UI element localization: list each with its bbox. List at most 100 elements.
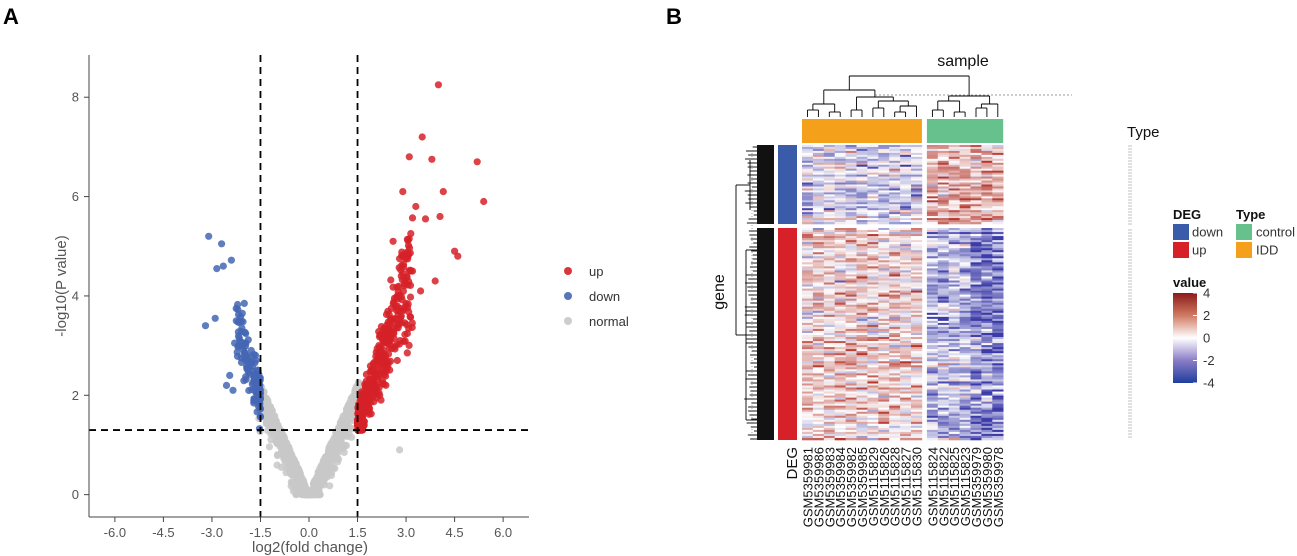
heatmap-cell [823,292,835,295]
heatmap-cell [867,246,879,249]
heatmap-cell [937,206,949,209]
heatmap-cell [823,184,835,187]
heatmap-cell [970,290,982,293]
heatmap-cell [926,292,939,295]
heatmap-cell [911,345,923,348]
heatmap-cell [812,359,825,362]
heatmap-cell [937,196,949,199]
heatmap-cell [911,335,923,338]
heatmap-cell [878,355,890,358]
heatmap-cell [911,232,923,235]
heatmap-cell [970,345,982,348]
heatmap-cell [889,228,901,231]
heatmap-cell [970,326,982,330]
heatmap-cell [802,214,814,217]
heatmap-cell [889,379,901,382]
up-point [434,81,442,89]
heatmap-cell [937,222,949,225]
type-legend-title: Type [1236,207,1265,222]
heatmap-cell [948,256,960,259]
heatmap-cell [937,330,949,334]
heatmap-cell [878,379,890,382]
heatmap-cell [823,252,835,255]
heatmap-cell [926,284,939,287]
heatmap-cell [900,403,912,406]
heatmap-cell [959,367,971,370]
heatmap-cell [937,389,949,392]
heatmap-cell [926,186,939,189]
heatmap-cell [812,294,825,297]
heatmap-cell [937,363,949,366]
heatmap-cell [802,304,814,308]
heatmap-cell [856,381,868,384]
heatmap-cell [823,218,835,221]
heatmap-cell [845,220,857,223]
heatmap-cell [823,332,835,336]
heatmap-cell [878,409,890,413]
heatmap-cell [856,160,868,164]
heatmap-cell [911,198,923,201]
heatmap-cell [911,318,923,322]
heatmap-cell [845,196,857,199]
heatmap-cell [878,320,890,324]
heatmap-cell [834,411,846,415]
heatmap-cell [948,200,960,203]
heatmap-cell [812,206,825,209]
heatmap-cell [911,433,923,437]
heatmap-cell [970,168,982,171]
heatmap-cell [937,409,949,413]
heatmap-cell [878,328,890,332]
heatmap-cell [970,220,982,223]
heatmap-cell [834,158,846,162]
heatmap-cell [911,294,923,297]
heatmap-cell [970,405,982,408]
heatmap-cell [856,415,868,419]
heatmap-cell [812,262,825,265]
heatmap-cell [834,296,846,299]
heatmap-cell [981,383,993,386]
heatmap-cell [911,148,923,152]
heatmap-cell [959,343,971,346]
heatmap-cell [948,413,960,417]
heatmap-cell [856,162,868,166]
heatmap-cell [981,302,993,306]
heatmap-cell [981,190,993,193]
heatmap-cell [937,188,949,191]
heatmap-cell [845,411,857,415]
sample-label: GSM5115823 [958,447,973,526]
heatmap-cell [926,276,939,279]
heatmap-cell [900,156,912,160]
heatmap-cell [823,240,835,243]
heatmap-cell [926,234,939,237]
heatmap-cell [802,417,814,421]
heatmap-cell [856,324,868,328]
heatmap-cell [911,254,923,257]
heatmap-cell [970,250,982,253]
heatmap-cell [856,335,868,338]
heatmap-cell [812,357,825,360]
heatmap-cell [981,160,993,164]
heatmap-cell [992,361,1004,364]
heatmap-cell [878,312,890,316]
heatmap-cell [812,204,825,207]
heatmap-cell [959,304,971,308]
up-point [362,377,370,385]
heatmap-cell [970,415,982,419]
heatmap-cell [911,409,923,413]
heatmap-cell [937,152,949,156]
heatmap-cell [926,208,939,211]
heatmap-cell [812,328,825,332]
heatmap-cell [856,332,868,336]
heatmap-cell [878,357,890,360]
heatmap-cell [911,204,923,207]
heatmap-cell [812,168,825,171]
heatmap-cell [812,379,825,382]
heatmap-cell [926,393,939,396]
heatmap-cell [900,401,912,404]
heatmap-cell [948,145,960,148]
heatmap-cell [823,381,835,384]
heatmap-cell [867,158,879,162]
heatmap-cell [834,423,846,427]
heatmap-cell [889,250,901,253]
value-legend-title: value [1173,275,1206,290]
